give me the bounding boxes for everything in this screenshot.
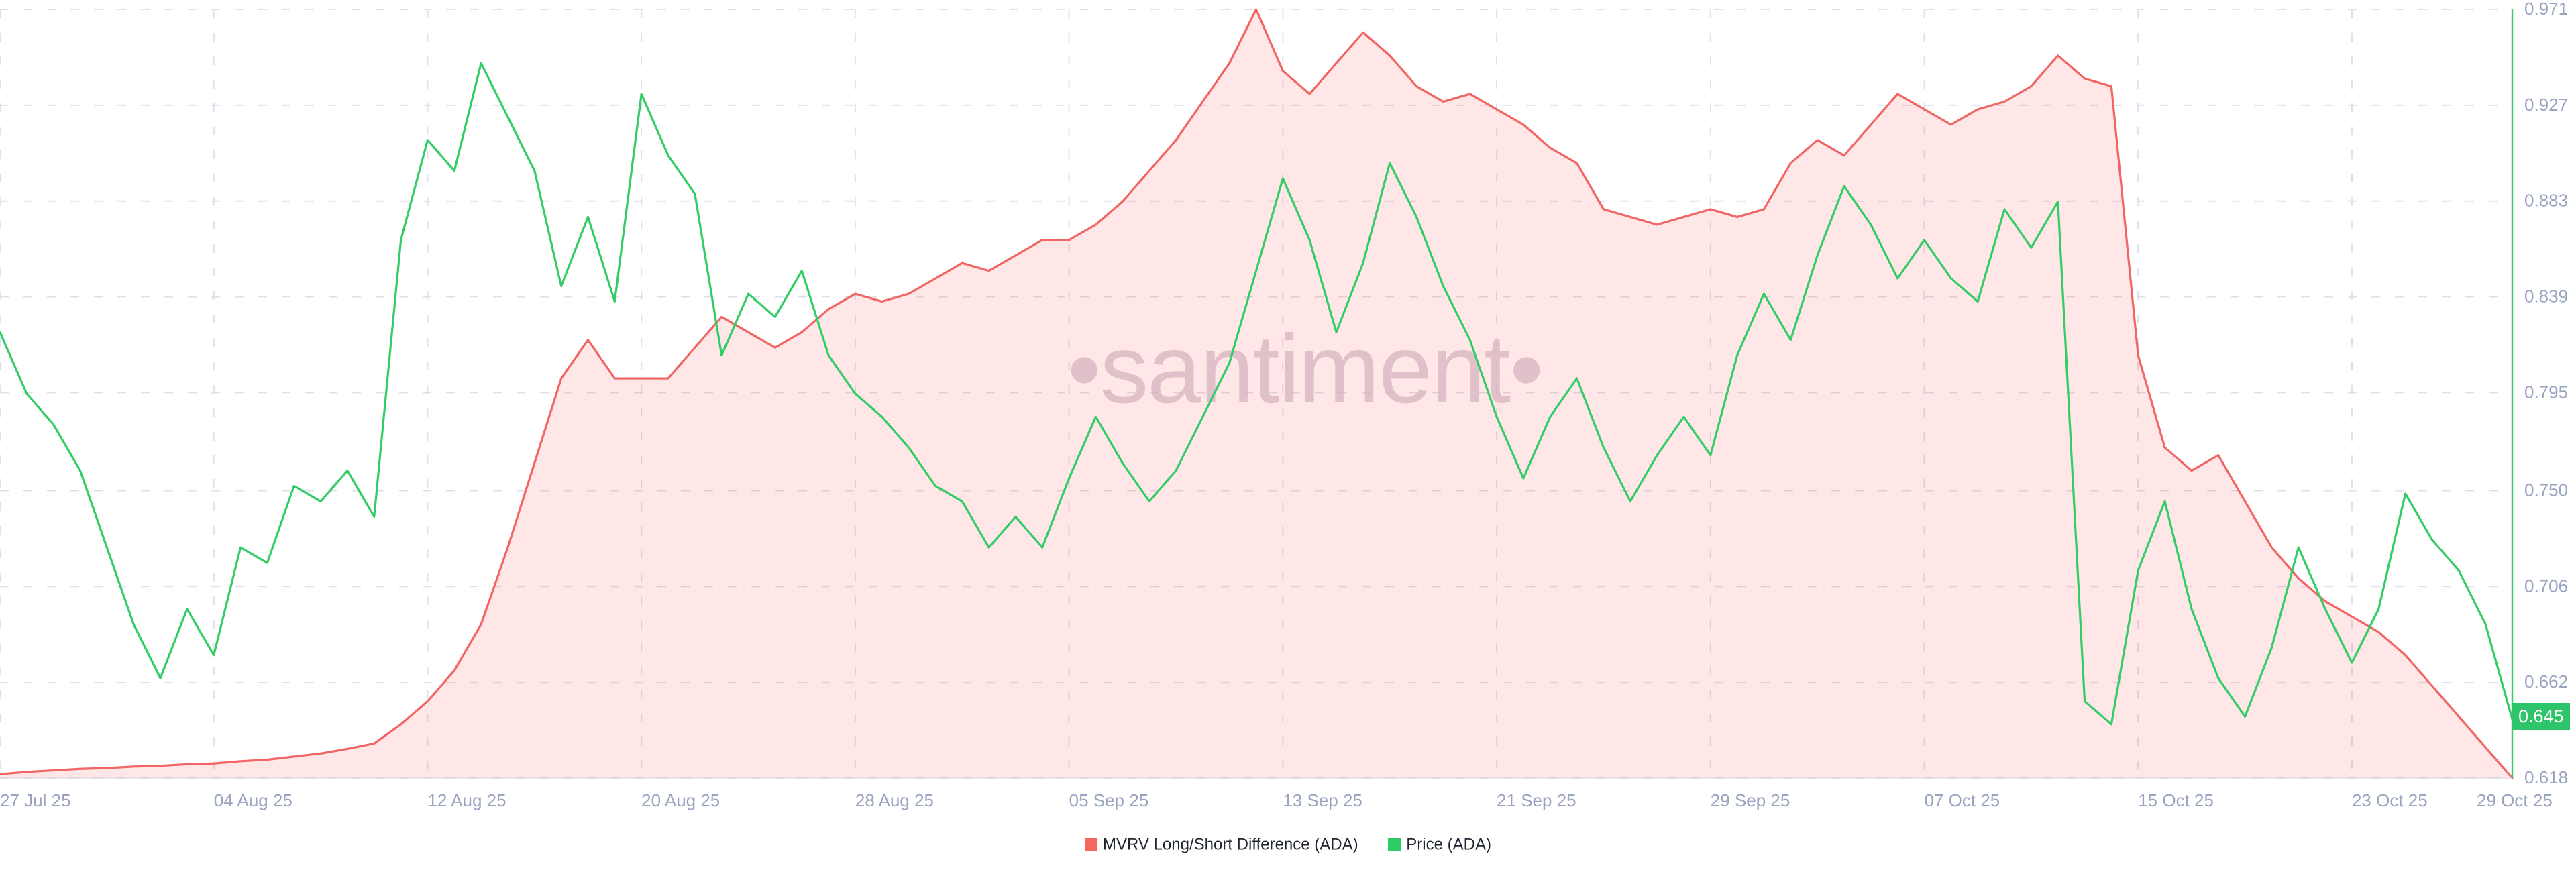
svg-text:12 Aug 25: 12 Aug 25 xyxy=(427,790,506,810)
svg-text:0.618: 0.618 xyxy=(2524,767,2568,787)
svg-text:0.927: 0.927 xyxy=(2524,95,2568,115)
svg-text:29 Oct 25: 29 Oct 25 xyxy=(2477,790,2553,810)
svg-text:0.706: 0.706 xyxy=(2524,576,2568,596)
svg-text:0.883: 0.883 xyxy=(2524,190,2568,211)
svg-text:07 Oct 25: 07 Oct 25 xyxy=(1925,790,2000,810)
svg-text:0.662: 0.662 xyxy=(2524,671,2568,692)
svg-text:0.750: 0.750 xyxy=(2524,480,2568,500)
svg-text:21 Sep 25: 21 Sep 25 xyxy=(1497,790,1576,810)
svg-text:0.971: 0.971 xyxy=(2524,0,2568,19)
svg-text:13 Sep 25: 13 Sep 25 xyxy=(1283,790,1362,810)
svg-text:15 Oct 25: 15 Oct 25 xyxy=(2138,790,2214,810)
svg-text:27 Jul 25: 27 Jul 25 xyxy=(0,790,71,810)
svg-text:0.839: 0.839 xyxy=(2524,286,2568,307)
svg-text:0.795: 0.795 xyxy=(2524,382,2568,402)
svg-text:29 Sep 25: 29 Sep 25 xyxy=(1711,790,1790,810)
svg-text:23 Oct 25: 23 Oct 25 xyxy=(2352,790,2428,810)
svg-text:20 Aug 25: 20 Aug 25 xyxy=(641,790,720,810)
svg-text:28 Aug 25: 28 Aug 25 xyxy=(855,790,934,810)
svg-text:04 Aug 25: 04 Aug 25 xyxy=(214,790,292,810)
svg-text:05 Sep 25: 05 Sep 25 xyxy=(1069,790,1149,810)
